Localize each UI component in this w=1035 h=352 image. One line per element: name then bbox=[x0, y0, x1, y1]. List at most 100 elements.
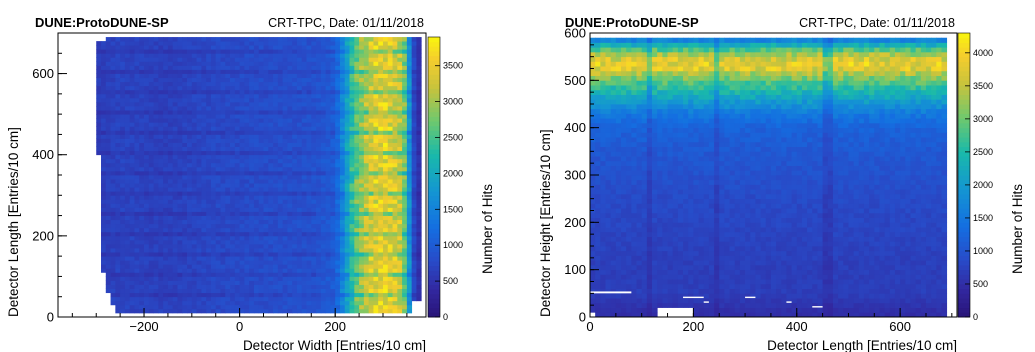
heatmap-cell bbox=[220, 256, 226, 261]
heatmap-cell bbox=[268, 122, 274, 127]
heatmap-cell bbox=[373, 61, 379, 66]
heatmap-cell bbox=[595, 37, 601, 43]
heatmap-cell bbox=[296, 85, 303, 91]
heatmap-cell bbox=[230, 110, 236, 115]
heatmap-cell bbox=[406, 130, 413, 135]
heatmap-cell bbox=[196, 130, 202, 135]
heatmap-cell bbox=[177, 97, 183, 103]
heatmap-cell bbox=[172, 93, 178, 99]
heatmap-cell bbox=[397, 288, 403, 294]
heatmap-cell bbox=[306, 288, 312, 294]
heatmap-cell bbox=[344, 162, 350, 168]
heatmap-cell bbox=[373, 260, 379, 265]
heatmap-cell bbox=[335, 122, 341, 127]
heatmap-cell bbox=[344, 175, 350, 180]
heatmap-cell bbox=[210, 166, 217, 172]
heatmap-cell bbox=[330, 256, 336, 261]
heatmap-cell bbox=[144, 211, 150, 216]
heatmap-cell bbox=[105, 256, 111, 261]
heatmap-cell bbox=[239, 110, 245, 115]
heatmap-cell bbox=[167, 138, 174, 143]
heatmap-cell bbox=[416, 235, 422, 241]
heatmap-cell bbox=[320, 248, 327, 253]
heatmap-cell bbox=[105, 231, 111, 237]
heatmap-cell bbox=[335, 101, 341, 107]
heatmap-cell bbox=[263, 101, 269, 107]
heatmap-cell bbox=[411, 235, 417, 241]
heatmap-cell bbox=[239, 77, 245, 83]
heatmap-cell bbox=[268, 110, 274, 115]
heatmap-cell bbox=[144, 93, 150, 99]
heatmap-cell bbox=[263, 280, 269, 285]
heatmap-cell bbox=[182, 276, 188, 281]
heatmap-cell bbox=[187, 85, 193, 91]
heatmap-cell bbox=[610, 208, 617, 214]
heatmap-cell bbox=[177, 203, 183, 208]
heatmap-cell bbox=[311, 122, 317, 127]
heatmap-cell bbox=[373, 235, 379, 241]
heatmap-cell bbox=[163, 138, 169, 143]
heatmap-cell bbox=[129, 65, 135, 70]
heatmap-cell bbox=[411, 166, 417, 172]
heatmap-cell bbox=[296, 280, 303, 285]
heatmap-cell bbox=[163, 183, 169, 188]
heatmap-cell bbox=[402, 77, 408, 83]
heatmap-cell bbox=[406, 272, 413, 277]
heatmap-cell bbox=[292, 207, 298, 212]
heatmap-cell bbox=[124, 260, 131, 265]
heatmap-cell bbox=[268, 146, 274, 152]
heatmap-cell bbox=[397, 142, 403, 147]
heatmap-cell bbox=[354, 142, 360, 147]
heatmap-cell bbox=[253, 61, 260, 66]
heatmap-cell bbox=[182, 272, 188, 277]
heatmap-cell bbox=[196, 248, 202, 253]
heatmap-cell bbox=[595, 66, 601, 72]
heatmap-cell bbox=[182, 207, 188, 212]
heatmap-cell bbox=[182, 235, 188, 241]
heatmap-cell bbox=[139, 85, 145, 91]
heatmap-cell bbox=[239, 81, 245, 87]
heatmap-cell bbox=[282, 57, 288, 62]
heatmap-cell bbox=[230, 114, 236, 119]
heatmap-cell bbox=[201, 300, 207, 306]
heatmap-cell bbox=[402, 300, 408, 306]
heatmap-cell bbox=[359, 134, 365, 139]
heatmap-cell bbox=[378, 211, 384, 216]
heatmap-cell bbox=[220, 264, 226, 269]
heatmap-cell bbox=[196, 101, 202, 107]
heatmap-cell bbox=[296, 223, 303, 229]
heatmap-cell bbox=[268, 162, 274, 168]
heatmap-cell bbox=[234, 154, 241, 160]
heatmap-cell bbox=[134, 292, 140, 298]
heatmap-cell bbox=[292, 49, 298, 54]
heatmap-cell bbox=[220, 106, 226, 111]
heatmap-cell bbox=[158, 215, 164, 221]
heatmap-cell bbox=[397, 308, 403, 314]
heatmap-cell bbox=[316, 126, 322, 131]
heatmap-cell bbox=[287, 158, 293, 164]
heatmap-cell bbox=[268, 150, 274, 156]
heatmap-cell bbox=[115, 256, 121, 261]
heatmap-cell bbox=[359, 292, 365, 298]
heatmap-cell bbox=[134, 219, 140, 225]
heatmap-cell bbox=[215, 101, 221, 107]
heatmap-cell bbox=[292, 288, 298, 294]
heatmap-cell bbox=[406, 276, 413, 281]
heatmap-cell bbox=[124, 264, 131, 269]
heatmap-cell bbox=[234, 65, 241, 70]
heatmap-cell bbox=[397, 223, 403, 229]
heatmap-cell bbox=[158, 187, 164, 192]
heatmap-cell bbox=[316, 268, 322, 273]
heatmap-cell bbox=[378, 175, 384, 180]
heatmap-cell bbox=[392, 272, 398, 277]
heatmap-cell bbox=[339, 49, 346, 54]
heatmap-cell bbox=[230, 304, 236, 310]
heatmap-cell bbox=[610, 255, 617, 261]
heatmap-cell bbox=[153, 248, 159, 253]
heatmap-cell bbox=[120, 191, 126, 196]
heatmap-cell bbox=[368, 130, 374, 135]
heatmap-cell bbox=[268, 272, 274, 277]
heatmap-cell bbox=[301, 300, 307, 306]
heatmap-cell bbox=[320, 264, 327, 269]
heatmap-cell bbox=[411, 158, 417, 164]
